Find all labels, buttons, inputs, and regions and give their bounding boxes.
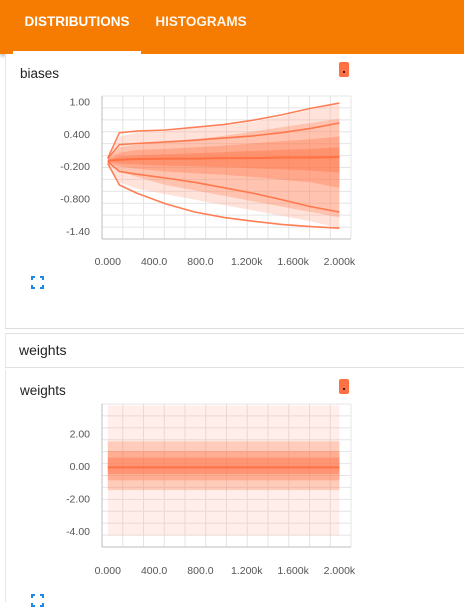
distribution-band bbox=[107, 118, 340, 218]
y-tick-label: 1.00 bbox=[70, 96, 91, 108]
fullscreen-icon[interactable] bbox=[31, 276, 44, 289]
x-tick-label: 400.0 bbox=[141, 565, 167, 577]
biases-distribution-chart: 1.00 0.400 -0.200 -0.800 -1.40 0.000 400.0 800.… bbox=[60, 95, 356, 268]
y-tick-label: 2.00 bbox=[70, 428, 91, 440]
x-tick-label: 2.000k bbox=[324, 256, 356, 268]
series-line bbox=[107, 161, 340, 213]
x-tick-label: 1.200k bbox=[231, 565, 263, 577]
distribution-band bbox=[107, 136, 340, 188]
tab-histograms[interactable]: HISTOGRAMS bbox=[155, 14, 247, 29]
x-tick-label: 1.600k bbox=[277, 565, 309, 577]
x-tick-label: 800.0 bbox=[187, 565, 213, 577]
y-tick-label: -2.00 bbox=[66, 493, 90, 505]
distribution-band bbox=[107, 405, 340, 536]
distribution-band bbox=[107, 441, 340, 491]
x-tick-label: 0.000 bbox=[95, 565, 121, 577]
y-tick-label: -1.40 bbox=[66, 226, 90, 238]
y-tick-label: -4.00 bbox=[66, 526, 90, 538]
series-line bbox=[107, 122, 340, 160]
median-line bbox=[107, 156, 340, 162]
x-tick-label: 1.200k bbox=[231, 256, 263, 268]
series-line bbox=[107, 102, 340, 159]
x-tick-label: 400.0 bbox=[141, 256, 167, 268]
series-line bbox=[107, 163, 340, 229]
chart-title: weights bbox=[20, 383, 66, 398]
distribution-band bbox=[107, 103, 340, 229]
fullscreen-icon[interactable] bbox=[31, 594, 44, 607]
distribution-band bbox=[107, 147, 340, 173]
x-tick-label: 2.000k bbox=[324, 565, 356, 577]
top-toolbar: DISTRIBUTIONS HISTOGRAMS bbox=[0, 0, 464, 54]
chart-title: biases bbox=[20, 66, 60, 81]
biases-chart-card: biases 1.00 0.400 -0.200 -0.800 -1.40 0.000 40… bbox=[5, 54, 464, 329]
weights-chart-card: weights 2.00 0.00 -2.00 -4.00 0.000 400.0 800.… bbox=[5, 370, 464, 607]
color-swatch-icon[interactable] bbox=[339, 62, 349, 77]
section-title: weights bbox=[19, 342, 67, 358]
tab-distributions[interactable]: DISTRIBUTIONS bbox=[24, 14, 130, 29]
x-tick-label: 0.000 bbox=[95, 256, 121, 268]
distribution-band bbox=[107, 457, 340, 474]
x-tick-label: 1.600k bbox=[277, 256, 309, 268]
x-tick-label: 800.0 bbox=[187, 256, 213, 268]
weights-distribution-chart: 2.00 0.00 -2.00 -4.00 0.000 400.0 800.0 1.200k 1… bbox=[66, 403, 356, 577]
y-tick-label: -0.800 bbox=[60, 194, 90, 206]
section-header[interactable]: weights bbox=[5, 333, 464, 368]
active-tab-indicator bbox=[13, 51, 141, 54]
y-tick-label: 0.00 bbox=[70, 461, 91, 473]
color-swatch-icon[interactable] bbox=[339, 379, 349, 394]
distribution-band bbox=[107, 451, 340, 481]
y-tick-label: 0.400 bbox=[64, 129, 90, 141]
y-tick-label: -0.200 bbox=[60, 161, 90, 173]
